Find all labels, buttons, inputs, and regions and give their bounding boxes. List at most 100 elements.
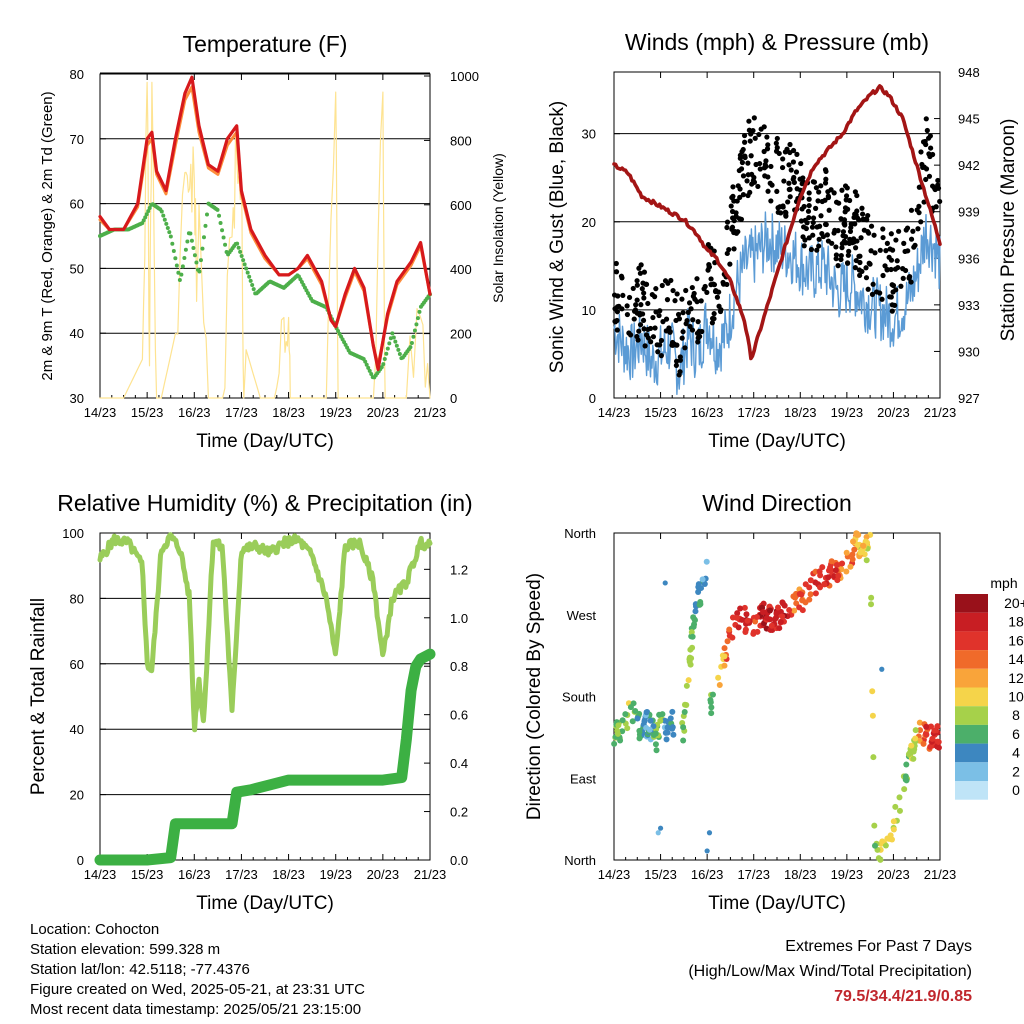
gust-point <box>709 315 716 322</box>
wind-direction-point <box>791 607 798 614</box>
humidity-x-tick-label: 20/23 <box>367 867 400 882</box>
dewpoint-point <box>171 249 176 254</box>
gust-point <box>793 169 800 175</box>
gust-point <box>845 260 851 266</box>
temperature-y-tick-label: 30 <box>70 391 84 406</box>
wind-direction-point <box>843 549 850 556</box>
gust-point <box>690 293 696 299</box>
wind-direction-y-tick-label: North <box>564 853 596 868</box>
wind-direction-point <box>615 722 622 729</box>
winds-x-tick-label: 20/23 <box>877 405 910 420</box>
gust-point <box>685 309 691 315</box>
colorbar-swatch <box>955 762 988 781</box>
gust-point <box>863 275 870 281</box>
gust-point <box>866 260 872 266</box>
gust-point <box>918 219 924 225</box>
gust-point <box>679 335 685 341</box>
gust-point <box>626 330 632 336</box>
latest-timestamp-text: Most recent data timestamp: 2025/05/21 2… <box>30 1001 362 1018</box>
pressure-y2-tick-label: 936 <box>958 251 980 266</box>
solar-y2-tick-label: 600 <box>450 198 472 213</box>
gust-point <box>674 291 680 297</box>
dewpoint-point <box>381 362 386 367</box>
dewpoint-point <box>388 336 393 341</box>
gust-point <box>655 349 661 355</box>
gust-point <box>731 218 737 224</box>
wind-direction-point <box>860 542 867 549</box>
gust-point <box>826 207 832 213</box>
gust-point <box>774 135 780 142</box>
dewpoint-point <box>164 221 169 226</box>
gust-point <box>757 166 763 172</box>
gust-point <box>683 287 689 294</box>
wind-direction-point <box>892 803 899 810</box>
temperature-y-tick-label: 40 <box>70 326 84 341</box>
gust-point <box>686 300 693 306</box>
gust-point <box>619 275 625 281</box>
wind-direction-point <box>931 727 938 734</box>
gust-point <box>731 198 737 204</box>
gust-point <box>808 246 815 253</box>
gust-point <box>761 124 767 130</box>
solar-y2-tick-label: 800 <box>450 133 472 148</box>
wind-direction-point <box>772 614 779 621</box>
wind-direction-point <box>796 604 803 611</box>
gust-point <box>728 203 734 209</box>
gust-point <box>780 204 786 210</box>
gust-point <box>652 325 658 331</box>
gust-point <box>717 308 724 315</box>
dewpoint-point <box>159 209 164 214</box>
gust-point <box>811 179 818 185</box>
gust-point <box>787 194 793 200</box>
extremes-legend: (High/Low/Max Wind/Total Precipitation) <box>688 963 972 980</box>
gust-point <box>823 176 829 182</box>
temperature-2m-line <box>98 75 432 372</box>
gust-point <box>921 164 927 170</box>
gust-point <box>729 208 736 215</box>
wind-direction-point <box>647 717 654 724</box>
gust-point <box>634 282 640 288</box>
precip-y2-tick-label: 0.6 <box>450 708 468 723</box>
wind-direction-point <box>721 662 728 669</box>
wind-direction-point <box>708 710 715 717</box>
gust-point <box>747 138 753 144</box>
wind-direction-point <box>763 614 770 621</box>
winds-y-tick-label: 20 <box>582 215 596 230</box>
colorbar-swatch <box>955 724 988 744</box>
gust-point <box>798 160 804 167</box>
gust-point <box>924 127 930 134</box>
gust-point <box>780 156 786 162</box>
wind-direction-point <box>688 629 695 636</box>
wind-direction-point <box>663 736 670 743</box>
dewpoint-point <box>198 258 203 263</box>
gust-point <box>923 141 929 148</box>
wind-direction-point <box>908 742 915 749</box>
wind-direction-point <box>882 842 889 849</box>
wind-direction-point <box>752 618 759 625</box>
wind-direction-point <box>812 590 819 597</box>
wind-direction-point <box>828 558 835 565</box>
gust-point <box>764 146 771 152</box>
colorbar-label: 20+ <box>1004 595 1024 611</box>
dewpoint-point <box>167 230 172 235</box>
wind-direction-x-tick-label: 20/23 <box>877 867 910 882</box>
wind-direction-point <box>935 739 942 746</box>
wind-direction-point <box>802 599 809 606</box>
gust-point <box>786 186 792 193</box>
gust-point <box>673 362 679 369</box>
wind-direction-point <box>681 701 688 708</box>
gust-point <box>738 216 745 222</box>
gust-point <box>902 267 909 274</box>
gust-point <box>806 190 812 196</box>
gust-point <box>636 328 642 334</box>
colorbar-swatch <box>955 781 988 800</box>
gust-point <box>690 317 696 323</box>
dewpoint-point <box>412 328 417 333</box>
wind-direction-point <box>912 727 919 734</box>
gust-point <box>613 260 619 267</box>
gust-point <box>839 187 845 193</box>
gust-point <box>659 282 665 289</box>
dewpoint-point <box>204 212 209 217</box>
gust-point <box>724 219 731 225</box>
gust-point <box>911 244 917 250</box>
